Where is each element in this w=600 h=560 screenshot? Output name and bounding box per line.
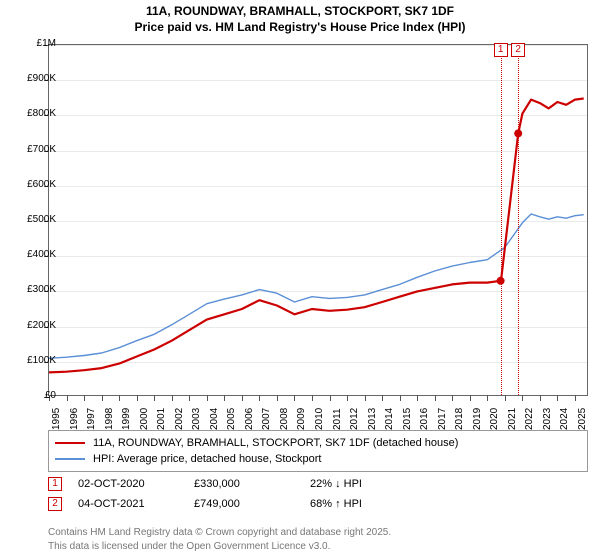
vline-label-box: 2 — [511, 43, 525, 57]
chart-title-line1: 11A, ROUNDWAY, BRAMHALL, STOCKPORT, SK7 … — [0, 0, 600, 20]
marker-index-box: 2 — [48, 497, 62, 511]
x-axis-label: 2015 — [402, 408, 413, 430]
x-axis-label: 2008 — [279, 408, 290, 430]
x-axis-label: 2016 — [419, 408, 430, 430]
x-axis-label: 2002 — [174, 408, 185, 430]
markers-table: 1 02-OCT-2020 £330,000 22% ↓ HPI 2 04-OC… — [48, 474, 410, 514]
x-axis-label: 1998 — [104, 408, 115, 430]
y-axis-label: £0 — [16, 390, 56, 401]
y-axis-label: £400K — [16, 249, 56, 260]
x-axis-label: 2020 — [489, 408, 500, 430]
table-row: 2 04-OCT-2021 £749,000 68% ↑ HPI — [48, 494, 410, 514]
vline — [501, 45, 502, 395]
y-axis-label: £500K — [16, 214, 56, 225]
x-axis-label: 2006 — [244, 408, 255, 430]
legend-item: 11A, ROUNDWAY, BRAMHALL, STOCKPORT, SK7 … — [55, 435, 581, 451]
y-axis-label: £800K — [16, 108, 56, 119]
x-axis-label: 2011 — [332, 408, 343, 430]
series-line-price_paid — [49, 99, 584, 373]
marker-date: 04-OCT-2021 — [78, 498, 178, 510]
footer-line1: Contains HM Land Registry data © Crown c… — [48, 526, 391, 540]
marker-delta: 68% ↑ HPI — [310, 498, 410, 510]
x-axis-label: 2024 — [559, 408, 570, 430]
plot-area: 12 — [48, 44, 588, 396]
chart-container: 11A, ROUNDWAY, BRAMHALL, STOCKPORT, SK7 … — [0, 0, 600, 560]
x-axis-label: 2018 — [454, 408, 465, 430]
y-axis-label: £600K — [16, 179, 56, 190]
marker-price: £749,000 — [194, 498, 294, 510]
x-axis-label: 2001 — [156, 408, 167, 430]
x-axis-label: 2025 — [577, 408, 588, 430]
y-axis-label: £100K — [16, 355, 56, 366]
legend-swatch — [55, 458, 85, 459]
x-axis-label: 2022 — [524, 408, 535, 430]
table-row: 1 02-OCT-2020 £330,000 22% ↓ HPI — [48, 474, 410, 494]
legend: 11A, ROUNDWAY, BRAMHALL, STOCKPORT, SK7 … — [48, 430, 588, 472]
x-axis-label: 2000 — [139, 408, 150, 430]
y-axis-label: £300K — [16, 284, 56, 295]
x-axis-label: 2017 — [437, 408, 448, 430]
series-line-hpi — [49, 214, 584, 358]
x-axis-label: 1999 — [121, 408, 132, 430]
x-axis-label: 2003 — [191, 408, 202, 430]
marker-index-box: 1 — [48, 477, 62, 491]
legend-label: 11A, ROUNDWAY, BRAMHALL, STOCKPORT, SK7 … — [93, 437, 458, 449]
x-axis-label: 2004 — [209, 408, 220, 430]
y-axis-label: £1M — [16, 38, 56, 49]
x-axis-label: 2014 — [384, 408, 395, 430]
x-axis-label: 2007 — [261, 408, 272, 430]
x-axis-label: 2023 — [542, 408, 553, 430]
x-axis-label: 2010 — [314, 408, 325, 430]
legend-item: HPI: Average price, detached house, Stoc… — [55, 451, 581, 467]
y-axis-label: £200K — [16, 320, 56, 331]
x-axis-label: 1997 — [86, 408, 97, 430]
vline-label-box: 1 — [494, 43, 508, 57]
legend-swatch — [55, 442, 85, 444]
marker-date: 02-OCT-2020 — [78, 478, 178, 490]
footer-attribution: Contains HM Land Registry data © Crown c… — [48, 526, 391, 554]
x-axis-label: 2005 — [226, 408, 237, 430]
x-axis-label: 2009 — [296, 408, 307, 430]
x-axis-label: 2012 — [349, 408, 360, 430]
x-axis-label: 1996 — [69, 408, 80, 430]
legend-label: HPI: Average price, detached house, Stoc… — [93, 453, 322, 465]
x-axis-label: 2021 — [507, 408, 518, 430]
x-axis-label: 2013 — [367, 408, 378, 430]
x-axis-label: 2019 — [472, 408, 483, 430]
chart-title-line2: Price paid vs. HM Land Registry's House … — [0, 20, 600, 38]
footer-line2: This data is licensed under the Open Gov… — [48, 540, 391, 554]
vline — [518, 45, 519, 395]
marker-price: £330,000 — [194, 478, 294, 490]
chart-canvas — [49, 45, 589, 397]
x-axis-label: 1995 — [51, 408, 62, 430]
marker-delta: 22% ↓ HPI — [310, 478, 410, 490]
y-axis-label: £700K — [16, 144, 56, 155]
y-axis-label: £900K — [16, 73, 56, 84]
